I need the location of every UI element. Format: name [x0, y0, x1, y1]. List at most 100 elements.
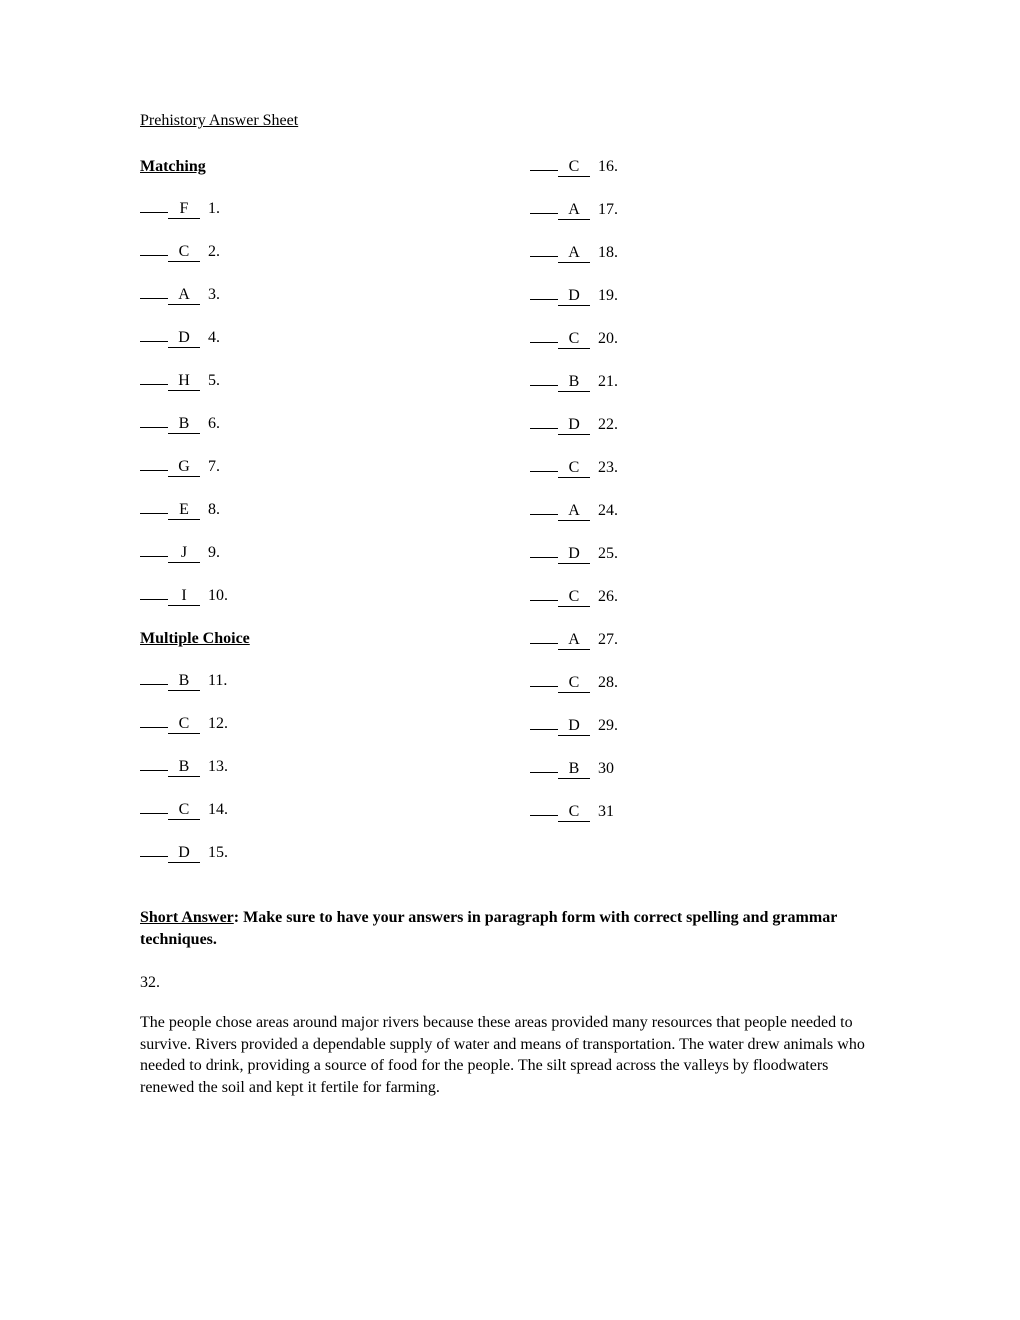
answer-number: 3.	[208, 286, 220, 303]
answer-number: 12.	[208, 715, 228, 732]
answer-item: J 9.	[140, 540, 490, 563]
answer-paragraph: The people chose areas around major rive…	[140, 1012, 880, 1098]
answer-letter: C	[558, 588, 590, 607]
short-answer-heading: Short Answer: Make sure to have your ans…	[140, 907, 880, 950]
multiple-choice-heading: Multiple Choice	[140, 630, 490, 648]
answer-item: B 30	[530, 756, 880, 779]
answer-letter: B	[558, 373, 590, 392]
answer-number: 14.	[208, 801, 228, 818]
answer-letter: J	[168, 544, 200, 563]
answer-item: B 11.	[140, 668, 490, 691]
answer-letter: I	[168, 587, 200, 606]
answer-number: 6.	[208, 415, 220, 432]
answer-number: 28.	[598, 674, 618, 691]
answer-letter: B	[168, 415, 200, 434]
page: Prehistory Answer Sheet Matching F1. C2.…	[0, 0, 1020, 1159]
answer-number: 1.	[208, 200, 220, 217]
answer-item: D 25.	[530, 541, 880, 564]
answer-item: B 6.	[140, 411, 490, 434]
answer-item: E 8.	[140, 497, 490, 520]
answer-letter: C	[558, 158, 590, 177]
answer-number: 11.	[208, 672, 227, 689]
answer-item: F 1.	[140, 196, 490, 219]
answer-number: 2.	[208, 243, 220, 260]
answer-item: C 2.	[140, 239, 490, 262]
answer-number: 30	[598, 760, 614, 777]
answer-item: A 27.	[530, 627, 880, 650]
answer-item: B 13.	[140, 754, 490, 777]
answer-item: A 17.	[530, 197, 880, 220]
answer-item: C 20.	[530, 326, 880, 349]
answer-item: D 4.	[140, 325, 490, 348]
answer-letter: G	[168, 458, 200, 477]
answer-number: 9.	[208, 544, 220, 561]
answer-number: 4.	[208, 329, 220, 346]
answer-letter: C	[168, 801, 200, 820]
answer-number: 29.	[598, 717, 618, 734]
answer-letter: A	[558, 502, 590, 521]
short-answer-label: Short Answer	[140, 909, 234, 926]
answer-item: A24.	[530, 498, 880, 521]
answer-number: 13.	[208, 758, 228, 775]
answer-letter: D	[168, 844, 200, 863]
answer-item: C 16.	[530, 154, 880, 177]
answer-item: C 28.	[530, 670, 880, 693]
answer-letter: C	[168, 243, 200, 262]
answer-number: 20.	[598, 330, 618, 347]
answer-item: C 12.	[140, 711, 490, 734]
answer-item: C 26.	[530, 584, 880, 607]
answer-letter: C	[168, 715, 200, 734]
answer-letter: C	[558, 459, 590, 478]
answer-number: 5.	[208, 372, 220, 389]
answer-item: I 10.	[140, 583, 490, 606]
question-number: 32.	[140, 974, 880, 992]
answer-number: 27.	[598, 631, 618, 648]
answer-number: 26.	[598, 588, 618, 605]
answer-number: 8.	[208, 501, 220, 518]
answer-number: 25.	[598, 545, 618, 562]
answer-number: 15.	[208, 844, 228, 861]
answer-item: B 21.	[530, 369, 880, 392]
answer-item: D 15.	[140, 840, 490, 863]
answer-number: 10.	[208, 587, 228, 604]
answer-letter: A	[558, 244, 590, 263]
page-title: Prehistory Answer Sheet	[140, 112, 880, 130]
answer-item: C 31	[530, 799, 880, 822]
answer-letter: C	[558, 330, 590, 349]
answer-letter: C	[558, 803, 590, 822]
answer-number: 22.	[598, 416, 618, 433]
answer-letter: A	[558, 631, 590, 650]
answer-letter: D	[558, 287, 590, 306]
short-answer-instructions: : Make sure to have your answers in para…	[140, 909, 837, 948]
answer-letter: D	[168, 329, 200, 348]
answer-letter: A	[558, 201, 590, 220]
answer-letter: E	[168, 501, 200, 520]
answer-number: 17.	[598, 201, 618, 218]
answer-number: 31	[598, 803, 614, 820]
answer-item: A18.	[530, 240, 880, 263]
answer-letter: C	[558, 674, 590, 693]
answer-letter: B	[558, 760, 590, 779]
answer-number: 23.	[598, 459, 618, 476]
answer-letter: B	[168, 672, 200, 691]
answer-letter: D	[558, 416, 590, 435]
answer-letter: A	[168, 286, 200, 305]
answer-number: 21.	[598, 373, 618, 390]
answer-item: H 5.	[140, 368, 490, 391]
answer-number: 19.	[598, 287, 618, 304]
right-column: C16. A17. A18. D19. C20. B21. D22. C23. …	[530, 154, 880, 883]
answer-letter: F	[168, 200, 200, 219]
left-column: Matching F1. C2. A3. D4. H5. B6. G7. E8.…	[140, 154, 490, 883]
answer-item: C 14.	[140, 797, 490, 820]
answer-number: 7.	[208, 458, 220, 475]
answer-item: D 22.	[530, 412, 880, 435]
answer-item: G 7.	[140, 454, 490, 477]
answer-letter: H	[168, 372, 200, 391]
answer-letter: D	[558, 717, 590, 736]
answer-columns: Matching F1. C2. A3. D4. H5. B6. G7. E8.…	[140, 154, 880, 883]
answer-number: 16.	[598, 158, 618, 175]
answer-item: D 19.	[530, 283, 880, 306]
answer-item: A 3.	[140, 282, 490, 305]
answer-letter: B	[168, 758, 200, 777]
answer-letter: D	[558, 545, 590, 564]
